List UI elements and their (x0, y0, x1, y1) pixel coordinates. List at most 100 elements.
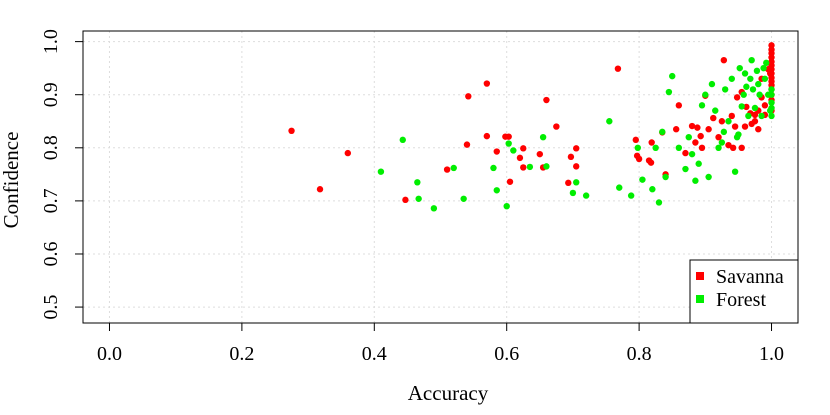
point-forest-59 (751, 104, 759, 112)
y-tick-label: 0.9 (40, 82, 62, 107)
point-forest-17 (582, 192, 590, 199)
point-savanna-19 (553, 123, 560, 130)
point-forest-44 (721, 86, 729, 93)
point-savanna-45 (718, 118, 726, 125)
point-forest-40 (712, 107, 719, 114)
point-forest-6 (460, 195, 467, 202)
point-forest-20 (627, 192, 635, 199)
point-savanna-43 (710, 114, 717, 122)
point-forest-50 (736, 64, 743, 72)
point-forest-71 (768, 112, 775, 120)
point-forest-0 (377, 168, 385, 175)
point-savanna-6 (465, 93, 472, 100)
point-savanna-11 (505, 133, 512, 140)
point-forest-42 (718, 139, 726, 146)
point-forest-38 (705, 173, 712, 181)
x-tick-label: 1.0 (759, 343, 784, 365)
point-savanna-33 (672, 126, 680, 133)
point-savanna-50 (731, 123, 739, 130)
point-savanna-0 (288, 127, 295, 135)
point-forest-10 (505, 140, 512, 147)
point-forest-73 (768, 91, 775, 98)
point-savanna-18 (543, 96, 550, 104)
point-forest-29 (669, 72, 676, 80)
point-savanna-29 (647, 159, 655, 166)
point-savanna-39 (697, 132, 704, 140)
point-savanna-64 (761, 102, 769, 109)
y-tick-label: 0.5 (40, 295, 62, 320)
point-forest-1 (399, 136, 406, 144)
point-forest-32 (685, 133, 692, 141)
legend-box (689, 259, 799, 324)
point-savanna-16 (536, 150, 544, 158)
point-savanna-3 (402, 196, 409, 204)
point-savanna-44 (715, 133, 722, 141)
data-points (288, 42, 775, 212)
point-savanna-58 (751, 118, 759, 125)
point-forest-41 (715, 144, 722, 151)
point-forest-19 (616, 184, 623, 191)
point-savanna-9 (493, 148, 500, 155)
point-forest-39 (708, 80, 716, 88)
point-savanna-15 (520, 164, 527, 171)
point-forest-30 (675, 144, 683, 151)
point-forest-8 (493, 187, 500, 194)
point-forest-35 (695, 160, 702, 167)
point-savanna-27 (635, 155, 643, 163)
x-tick-label: 0.0 (97, 343, 122, 365)
y-tick-label: 1.0 (40, 29, 62, 54)
point-forest-13 (539, 133, 547, 141)
point-savanna-35 (682, 149, 689, 157)
point-forest-43 (720, 128, 728, 136)
y-tick-label: 0.7 (40, 188, 62, 213)
point-forest-69 (768, 86, 775, 93)
point-forest-9 (503, 203, 510, 210)
point-forest-24 (652, 144, 659, 151)
point-forest-21 (634, 144, 641, 151)
point-savanna-34 (675, 102, 683, 109)
x-tick-label: 0.8 (627, 343, 652, 365)
point-savanna-7 (483, 80, 491, 87)
point-savanna-42 (705, 126, 712, 133)
point-forest-36 (698, 102, 706, 109)
point-forest-14 (543, 163, 550, 170)
legend-label-forest: Forest (716, 289, 766, 311)
x-tick-label: 0.2 (229, 343, 254, 365)
point-forest-57 (748, 57, 755, 64)
point-savanna-46 (720, 57, 728, 64)
point-forest-53 (741, 70, 749, 77)
point-forest-15 (569, 189, 577, 197)
point-forest-63 (758, 112, 765, 120)
point-savanna-25 (632, 136, 640, 144)
point-forest-5 (450, 164, 457, 172)
point-savanna-1 (316, 186, 324, 193)
point-savanna-22 (573, 145, 580, 152)
point-forest-12 (526, 163, 534, 171)
point-forest-31 (682, 165, 689, 173)
point-forest-4 (430, 205, 438, 212)
legend: Savanna Forest (689, 259, 799, 324)
point-savanna-13 (516, 154, 524, 162)
point-savanna-2 (344, 149, 352, 157)
point-savanna-47 (725, 141, 732, 149)
point-savanna-53 (738, 144, 745, 151)
y-tick-label: 0.8 (40, 135, 62, 160)
legend-swatch-forest (696, 295, 704, 303)
point-forest-62 (756, 91, 763, 98)
point-forest-18 (606, 118, 613, 125)
point-savanna-23 (573, 163, 580, 170)
point-savanna-49 (729, 144, 737, 151)
point-forest-56 (747, 75, 754, 82)
point-forest-46 (728, 75, 735, 82)
point-forest-34 (692, 177, 699, 184)
point-savanna-24 (614, 65, 622, 72)
legend-swatch-savanna (696, 272, 704, 280)
point-forest-65 (761, 75, 769, 82)
point-savanna-8 (483, 132, 491, 140)
point-forest-3 (415, 195, 422, 202)
point-forest-16 (573, 179, 580, 186)
point-forest-55 (745, 112, 752, 120)
point-savanna-37 (692, 139, 699, 146)
point-forest-7 (490, 164, 497, 172)
point-savanna-40 (698, 144, 706, 151)
